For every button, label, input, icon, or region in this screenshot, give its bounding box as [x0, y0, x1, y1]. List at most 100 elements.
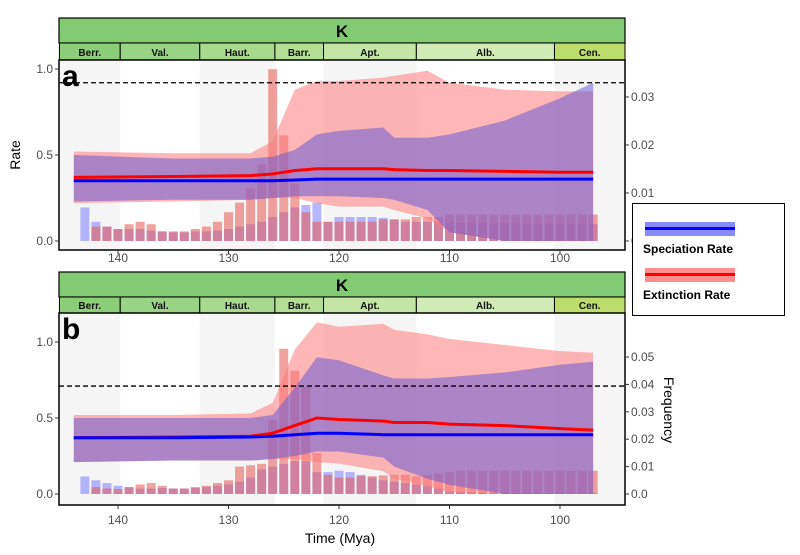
y-tick-label: 1.0	[36, 62, 53, 76]
stage-label: Berr.	[78, 301, 101, 312]
x-tick-label: 140	[108, 251, 128, 265]
extinction-bar	[124, 487, 134, 494]
extinction-bar	[190, 487, 200, 494]
extinction-bar	[224, 212, 233, 241]
extinction-bar	[102, 226, 112, 241]
y2-tick-label: 0.05	[631, 350, 655, 364]
panel-b: K Berr. Val. Haut. Barr. Apt. Alb. Cen. b 140 130 1…	[36, 271, 677, 546]
extinction-bar	[433, 217, 443, 241]
stage-label: Alb.	[476, 48, 495, 59]
stage-label: Haut.	[225, 301, 250, 312]
extinction-bar	[334, 477, 344, 494]
stage-label: Barr.	[288, 301, 311, 312]
x-tick-label: 130	[218, 513, 238, 527]
speciation-mean-line	[73, 177, 594, 183]
extinction-bar	[212, 221, 222, 241]
speciation-bar	[80, 476, 90, 494]
x-tick-label: 110	[440, 251, 459, 265]
period-label: K	[336, 22, 349, 41]
stage-label: Val.	[151, 301, 168, 312]
extinction-bar	[179, 231, 189, 241]
y-tick-label: 0.5	[36, 411, 53, 425]
extinction-bar	[224, 480, 233, 494]
legend-swatch-extinction	[645, 268, 735, 282]
extinction-bar	[157, 231, 167, 241]
plot-frame	[58, 312, 626, 506]
stage-label: Alb.	[476, 301, 495, 312]
x-tick-label: 130	[218, 251, 238, 265]
stage-band	[59, 313, 121, 505]
stage-label: Apt.	[360, 48, 380, 59]
y-axis-label: Rate	[7, 140, 23, 170]
extinction-bar	[246, 465, 256, 494]
extinction-bar	[356, 221, 366, 241]
y2-axis-label: Frequency	[661, 377, 677, 443]
speciation-mean-line	[73, 431, 594, 440]
stage-label: Haut.	[225, 48, 250, 59]
extinction-bar	[146, 224, 156, 241]
period-label: K	[336, 276, 349, 295]
stage-label: Barr.	[288, 48, 311, 59]
extinction-bar	[235, 202, 245, 241]
y-tick-label: 0.5	[36, 148, 53, 162]
extinction-bar	[201, 485, 211, 494]
extinction-bar	[422, 217, 432, 241]
extinction-bar	[411, 217, 421, 241]
extinction-bar	[312, 221, 322, 241]
stage-label: Apt.	[360, 301, 380, 312]
extinction-bar	[91, 487, 101, 494]
legend-label-extinction: Extinction Rate	[643, 288, 731, 302]
y2-tick-label: 0.03	[631, 405, 655, 419]
y2-tick-label: 0.02	[631, 138, 655, 152]
legend-swatch-speciation	[645, 222, 735, 236]
panel-label: b	[62, 313, 80, 346]
x-tick-label: 120	[329, 251, 349, 265]
extinction-bar	[378, 219, 388, 241]
period-header	[58, 17, 626, 44]
extinction-bar	[301, 212, 311, 241]
panel-a: K Berr. Val. Haut. Barr. Apt. Alb. Cen. a 140 130 1…	[7, 17, 655, 265]
extinction-bar	[367, 476, 377, 494]
extinction-bar	[411, 476, 421, 494]
extinction-bar	[212, 483, 222, 494]
legend: Speciation Rate Extinction Rate	[632, 203, 785, 316]
extinction-bar	[290, 183, 300, 241]
extinction-bar	[345, 477, 355, 494]
extinction-mean-line	[73, 167, 594, 179]
y2-tick-label: 0.03	[631, 90, 655, 104]
extinction-bar	[168, 488, 178, 494]
y2-tick-label: 0.01	[631, 460, 655, 474]
extinction-bar	[378, 475, 388, 494]
extinction-bar	[389, 474, 399, 494]
extinction-bar	[179, 488, 189, 494]
extinction-bar	[102, 488, 112, 494]
extinction-bar	[235, 466, 245, 494]
x-tick-label: 120	[329, 513, 349, 527]
extinction-bar	[389, 219, 399, 241]
extinction-bar	[400, 219, 410, 241]
stage-label: Berr.	[78, 48, 101, 59]
extinction-bar	[345, 221, 355, 241]
extinction-bar	[135, 484, 145, 494]
speciation-ci-band	[73, 357, 594, 494]
y2-tick-label: 0.04	[631, 377, 655, 391]
extinction-bar	[257, 463, 267, 494]
extinction-bar	[91, 226, 101, 241]
extinction-bar	[323, 221, 333, 241]
extinction-bar	[146, 483, 156, 494]
stage-label: Val.	[151, 48, 168, 59]
x-tick-label: 140	[108, 513, 128, 527]
extinction-bar	[257, 164, 267, 241]
extinction-bar	[168, 231, 178, 241]
y2-tick-label: 0.02	[631, 432, 655, 446]
extinction-bar	[246, 188, 256, 241]
y-tick-label: 0.0	[36, 487, 53, 501]
x-tick-label: 100	[550, 251, 570, 265]
extinction-bar	[135, 221, 145, 241]
y2-tick-label: 0.0	[631, 487, 648, 501]
extinction-bar	[113, 489, 123, 494]
stage-label: Cen.	[579, 48, 601, 59]
extinction-bar	[124, 224, 134, 241]
extinction-bar	[334, 221, 344, 241]
x-tick-label: 100	[550, 513, 570, 527]
